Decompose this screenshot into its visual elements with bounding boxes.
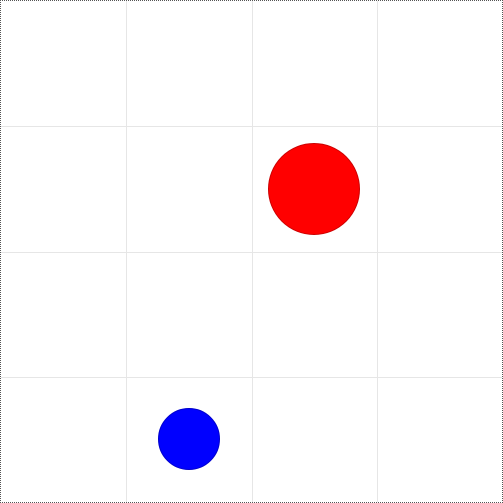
- grid-line-vertical: [252, 1, 253, 502]
- grid-line-vertical: [377, 1, 378, 502]
- blue-circle[interactable]: [158, 408, 220, 470]
- grid-line-horizontal: [1, 377, 502, 378]
- grid-line-vertical: [126, 1, 127, 502]
- grid-line-horizontal: [1, 252, 502, 253]
- grid-line-horizontal: [1, 126, 502, 127]
- red-circle[interactable]: [268, 143, 360, 235]
